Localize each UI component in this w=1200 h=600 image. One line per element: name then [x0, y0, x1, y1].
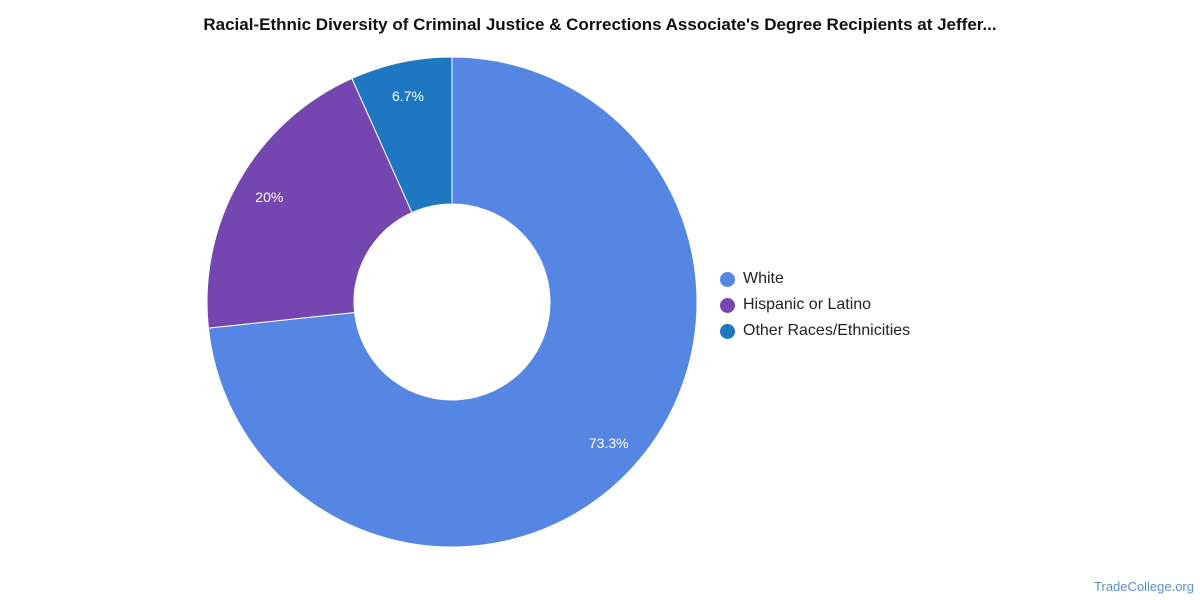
slice-white[interactable]: [207, 56, 698, 548]
legend-item-other-races-ethnicities[interactable]: Other Races/Ethnicities: [720, 318, 910, 344]
legend-label: White: [743, 270, 784, 287]
legend-item-hispanic-or-latino[interactable]: Hispanic or Latino: [720, 292, 910, 318]
slices-group: [206, 56, 698, 548]
legend: White Hispanic or Latino Other Races/Ethni…: [720, 266, 910, 344]
legend-label: Hispanic or Latino: [743, 296, 872, 313]
watermark[interactable]: TradeCollege.org: [1094, 579, 1194, 594]
chart-title: Racial-Ethnic Diversity of Criminal Just…: [203, 15, 997, 34]
slice-label-hispanic-or-latino: 20%: [255, 189, 283, 205]
legend-swatch: [720, 271, 735, 287]
labels-group: 73.3% 20% 6.7%: [255, 88, 628, 451]
legend-item-white[interactable]: White: [720, 266, 910, 292]
slice-other-races-ethnicities[interactable]: [351, 56, 453, 214]
legend-label: Other Races/Ethnicities: [743, 322, 911, 339]
slice-label-white: 73.3%: [589, 435, 629, 451]
slice-hispanic-or-latino[interactable]: [206, 77, 413, 329]
legend-swatch: [720, 323, 735, 339]
slice-label-other-races-ethnicities: 6.7%: [392, 88, 424, 104]
legend-swatch: [720, 297, 735, 313]
